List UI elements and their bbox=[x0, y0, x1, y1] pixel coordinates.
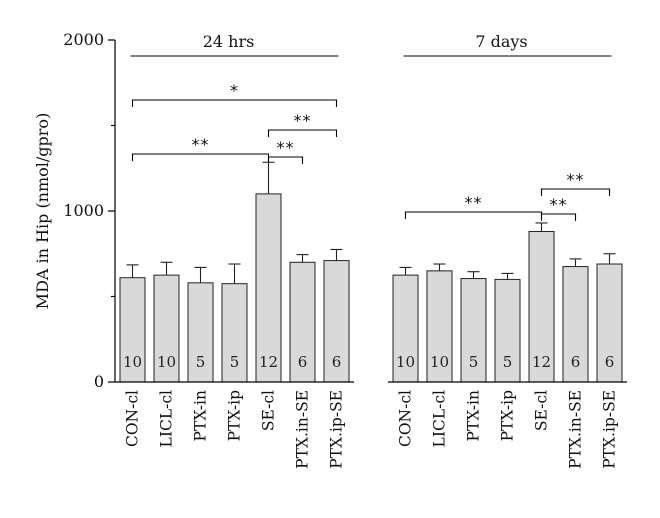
significance-label: ** bbox=[550, 195, 568, 214]
y-axis-label: MDA in Hip (nmol/gpro) bbox=[33, 113, 52, 310]
significance-label: ** bbox=[277, 138, 295, 157]
y-tick-label: 2000 bbox=[63, 30, 104, 49]
significance-bracket bbox=[131, 99, 338, 107]
bar bbox=[494, 278, 521, 383]
category-label: PTX-in bbox=[465, 390, 483, 441]
y-axis-ticks: 0 1000 2000 bbox=[63, 30, 115, 391]
significance-bracket bbox=[267, 129, 338, 137]
group-label: 24 hrs bbox=[203, 32, 255, 51]
bar bbox=[187, 282, 214, 383]
category-label: PTX-in bbox=[192, 390, 210, 441]
bar-group: 7 days 10 CON-cl 10 LICL-cl 5 PTX-in 5 PTX-ip 12 S… bbox=[388, 32, 627, 469]
sample-size-label: 6 bbox=[571, 353, 581, 371]
significance-label: ** bbox=[465, 193, 483, 212]
bar-group: 24 hrs 10 CON-cl 10 LICL-cl 5 PTX-in 5 PTX-ip 12 S… bbox=[115, 32, 354, 469]
category-label: CON-cl bbox=[124, 390, 142, 447]
significance-label: ** bbox=[567, 170, 585, 189]
sample-size-label: 5 bbox=[196, 353, 206, 371]
category-label: SE-cl bbox=[533, 390, 551, 431]
group-label: 7 days bbox=[475, 32, 527, 51]
category-label: CON-cl bbox=[397, 390, 415, 447]
category-label: SE-cl bbox=[260, 390, 278, 431]
bar bbox=[289, 261, 316, 383]
sample-size-label: 5 bbox=[503, 353, 513, 371]
significance-bracket bbox=[404, 211, 543, 219]
bar-groups: 24 hrs 10 CON-cl 10 LICL-cl 5 PTX-in 5 PTX-ip 12 S… bbox=[115, 32, 627, 469]
significance-bracket bbox=[540, 213, 577, 221]
bar bbox=[323, 260, 350, 383]
sample-size-label: 6 bbox=[605, 353, 615, 371]
category-label: PTX.in-SE bbox=[567, 390, 585, 469]
sample-size-label: 10 bbox=[157, 353, 176, 371]
significance-label: * bbox=[230, 81, 239, 100]
bar bbox=[528, 231, 555, 383]
bar bbox=[426, 270, 453, 383]
sample-size-label: 12 bbox=[532, 353, 551, 371]
sample-size-label: 6 bbox=[298, 353, 308, 371]
category-label: PTX-ip bbox=[226, 390, 244, 441]
significance-bracket bbox=[540, 188, 611, 196]
sample-size-label: 6 bbox=[332, 353, 342, 371]
y-tick-label: 0 bbox=[94, 372, 104, 391]
category-label: PTX.in-SE bbox=[294, 390, 312, 469]
sample-size-label: 5 bbox=[230, 353, 240, 371]
sample-size-label: 10 bbox=[396, 353, 415, 371]
significance-label: ** bbox=[192, 135, 210, 154]
significance-bracket bbox=[131, 153, 270, 161]
sample-size-label: 12 bbox=[259, 353, 278, 371]
sample-size-label: 5 bbox=[469, 353, 479, 371]
category-label: PTX-ip bbox=[499, 390, 517, 441]
significance-bracket bbox=[267, 156, 304, 164]
significance-label: ** bbox=[294, 111, 312, 130]
y-tick-label: 1000 bbox=[63, 201, 104, 220]
category-label: PTX.ip-SE bbox=[328, 390, 346, 469]
sample-size-label: 10 bbox=[430, 353, 449, 371]
category-label: LICL-cl bbox=[431, 390, 449, 447]
sample-size-label: 10 bbox=[123, 353, 142, 371]
category-label: LICL-cl bbox=[158, 390, 176, 447]
category-label: PTX.ip-SE bbox=[601, 390, 619, 469]
